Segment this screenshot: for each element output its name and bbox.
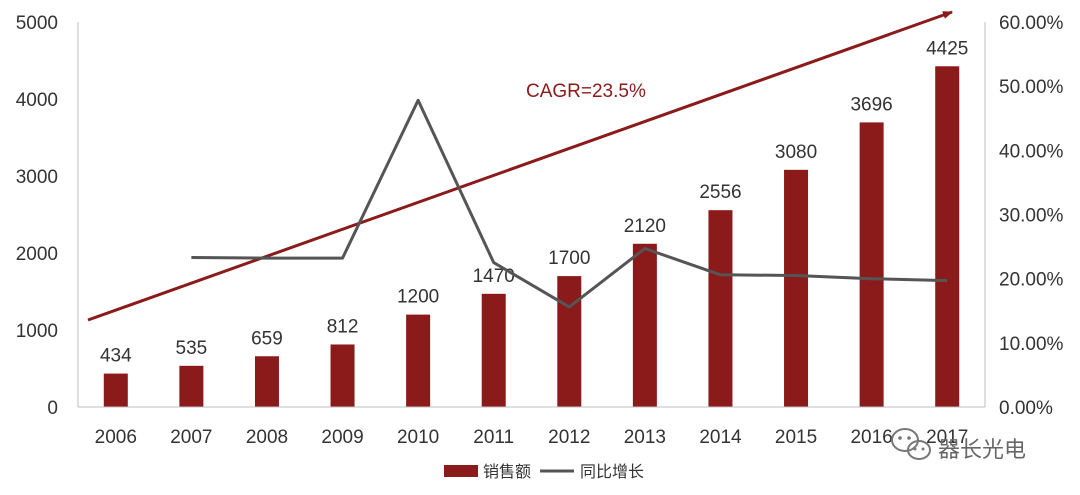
y-tick-label: 4000 (16, 90, 58, 111)
bar (784, 169, 809, 407)
y2-tick-label: 30.00% (999, 206, 1064, 227)
bar (632, 243, 657, 407)
bar (254, 356, 279, 407)
legend-swatch-sales (444, 465, 478, 477)
bar-value-label: 535 (176, 338, 208, 359)
x-tick-label: 2013 (624, 427, 666, 448)
y-tick-label: 2000 (16, 244, 58, 265)
bar-value-label: 2120 (624, 216, 666, 237)
bar-value-label: 812 (327, 316, 359, 337)
line-layer (191, 98, 948, 309)
x-tick-label: 2011 (473, 427, 514, 448)
bar-value-label: 4425 (926, 38, 968, 59)
bars-layer (103, 66, 960, 408)
bar (481, 293, 506, 407)
bar (406, 314, 431, 407)
y2-tick-label: 50.00% (999, 77, 1064, 98)
legend: 销售额 同比增长 (444, 462, 644, 481)
x-tick-label: 2008 (246, 427, 288, 448)
y-tick-label: 1000 (16, 321, 58, 342)
bar-value-label: 3696 (850, 94, 892, 115)
x-axis-ticks: 2006 2007 2008 2009 2010 2011 2012 2013 2014 2015… (95, 427, 969, 448)
y-tick-label: 3000 (16, 167, 58, 188)
bar (557, 276, 582, 407)
y2-tick-label: 40.00% (999, 141, 1064, 162)
bar-value-label: 434 (100, 346, 132, 367)
x-tick-label: 2014 (699, 427, 742, 448)
y-axis-ticks: 0 1000 2000 3000 4000 5000 (16, 13, 58, 419)
legend-label-sales: 销售额 (483, 462, 531, 481)
bar-value-label: 3080 (775, 142, 817, 163)
bar (859, 122, 884, 408)
bar (103, 373, 128, 407)
x-tick-label: 2016 (850, 427, 892, 448)
y-tick-label: 0 (47, 398, 58, 419)
wechat-icon (891, 428, 931, 460)
legend-label-growth: 同比增长 (580, 462, 644, 481)
bar-value-label: 1470 (473, 266, 515, 287)
trend-arrow (87, 10, 953, 322)
y-tick-label: 5000 (16, 13, 58, 34)
growth-line (191, 98, 948, 309)
watermark-text: 器长光电 (938, 438, 1026, 463)
x-tick-label: 2007 (170, 427, 212, 448)
bar-value-label: 1700 (548, 248, 590, 269)
y2-tick-label: 60.00% (999, 13, 1064, 34)
x-tick-label: 2009 (321, 427, 363, 448)
x-tick-label: 2006 (95, 427, 137, 448)
bar-value-label: 659 (251, 328, 283, 349)
watermark: 器长光电 (891, 428, 1026, 463)
bar (708, 210, 733, 407)
bar-value-label: 2556 (699, 182, 741, 203)
trend-layer (87, 10, 953, 322)
x-tick-label: 2015 (775, 427, 817, 448)
y2-axis-ticks: 0.00% 10.00% 20.00% 30.00% 40.00% 50.00% 60.00… (999, 13, 1064, 419)
y2-tick-label: 20.00% (999, 270, 1064, 291)
bar (330, 344, 355, 407)
x-tick-label: 2012 (548, 427, 590, 448)
bar-labels-layer: 434 535 659 812 1200 1470 1700 2120 2556 3080 3696… (100, 38, 968, 366)
bar (935, 66, 960, 408)
x-tick-label: 2010 (397, 427, 439, 448)
y2-tick-label: 10.00% (999, 334, 1064, 355)
bar (179, 365, 204, 407)
y2-tick-label: 0.00% (999, 398, 1053, 419)
x-tick-label: 2017 (926, 427, 968, 448)
bar-value-label: 1200 (397, 287, 439, 308)
cagr-label: CAGR=23.5% (526, 81, 646, 102)
